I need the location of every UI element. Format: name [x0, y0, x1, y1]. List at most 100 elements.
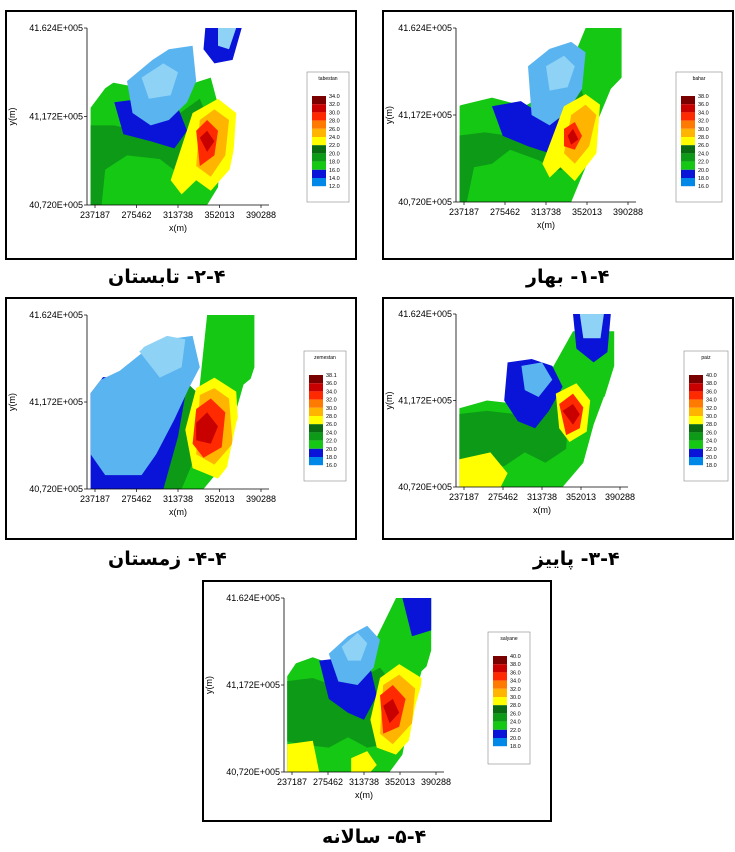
x-tick-label: 237187	[449, 207, 479, 217]
legend-value: 16.0	[329, 168, 340, 174]
legend-swatch	[309, 399, 323, 408]
map-panel-paiz: 41.624E+005 41,172E+005 40,720E+005 237187 2…	[382, 297, 734, 540]
y-tick-label: 41.624E+005	[398, 23, 452, 33]
legend-swatch	[493, 672, 507, 681]
map-caption-paiz: ۳-۴- پاییز	[533, 548, 620, 570]
legend-value: 28.0	[698, 135, 709, 141]
legend-swatch	[493, 697, 507, 706]
contour-band	[546, 55, 575, 91]
map-panel-bahar: 41.624E+005 41,172E+005 40,720E+005 237187 2…	[382, 10, 734, 260]
contour-band	[562, 404, 580, 425]
legend-value: 24.0	[706, 439, 717, 445]
legend-value: 34.0	[698, 110, 709, 116]
legend-swatch	[309, 457, 323, 466]
legend-swatch	[309, 383, 323, 392]
contour-band	[341, 632, 368, 661]
y-tick-label: 41,172E+005	[29, 397, 83, 407]
legend-swatch	[689, 416, 703, 425]
y-tick-label: 40,720E+005	[398, 482, 452, 492]
legend-swatch	[309, 440, 323, 449]
y-axis-label: y(m)	[384, 106, 394, 124]
legend-value: 30.0	[698, 127, 709, 133]
y-tick-label: 40,720E+005	[29, 484, 83, 494]
legend-value: 38.0	[510, 662, 521, 668]
legend-swatch	[312, 145, 326, 154]
x-tick-label: 390288	[605, 492, 635, 502]
x-tick-label: 275462	[313, 777, 343, 787]
contour-band	[383, 698, 400, 724]
legend-swatch	[312, 161, 326, 170]
x-tick-label: 237187	[449, 492, 479, 502]
legend-value: 36.0	[698, 102, 709, 108]
legend-value: 18.0	[326, 455, 337, 461]
legend-value: 16.0	[326, 463, 337, 469]
contour-band	[138, 335, 186, 378]
legend-swatch	[681, 178, 695, 187]
legend-swatch	[309, 375, 323, 384]
x-tick-label: 313738	[163, 494, 193, 504]
x-tick-label: 275462	[488, 492, 518, 502]
legend-value: 22.0	[510, 728, 521, 734]
x-axis-label: x(m)	[169, 223, 187, 233]
legend-swatch	[689, 383, 703, 392]
legend-value: 28.0	[326, 414, 337, 420]
legend-swatch	[689, 448, 703, 457]
legend-swatch	[681, 120, 695, 129]
y-axis-label: y(m)	[7, 393, 17, 411]
legend-swatch	[689, 432, 703, 441]
legend-value: 20.0	[706, 455, 717, 461]
y-tick-label: 41.624E+005	[29, 23, 83, 33]
map-caption-tabestan: ۲-۴- تابستان	[108, 266, 226, 288]
legend-value: 24.0	[510, 720, 521, 726]
legend-swatch	[312, 104, 326, 113]
legend-swatch	[309, 391, 323, 400]
legend-value: 12.0	[329, 184, 340, 190]
legend-title: paiz	[701, 355, 711, 361]
legend-value: 38.0	[706, 381, 717, 387]
map-surface	[459, 28, 622, 202]
x-tick-label: 390288	[613, 207, 643, 217]
legend-swatch	[689, 457, 703, 466]
legend-swatch	[493, 729, 507, 738]
legend-value: 32.0	[698, 119, 709, 125]
legend-value: 20.0	[326, 447, 337, 453]
legend-value: 30.0	[329, 110, 340, 116]
x-tick-label: 390288	[246, 494, 276, 504]
y-tick-label: 41,172E+005	[29, 112, 83, 122]
legend-value: 26.0	[706, 430, 717, 436]
legend-value: 26.0	[698, 143, 709, 149]
map-caption-zemestan: ۴-۴- زمستان	[108, 548, 227, 570]
x-tick-label: 237187	[80, 494, 110, 504]
legend-swatch	[312, 96, 326, 105]
legend-value: 26.0	[329, 127, 340, 133]
x-tick-label: 352013	[204, 210, 234, 220]
legend-swatch	[493, 664, 507, 673]
legend-swatch	[312, 120, 326, 129]
legend-value: 20.0	[329, 151, 340, 157]
contour-band	[196, 412, 218, 444]
legend-value: 28.0	[329, 119, 340, 125]
legend-value: 22.0	[329, 143, 340, 149]
legend-swatch	[681, 112, 695, 121]
legend-title: salyane	[500, 636, 517, 642]
legend-value: 16.0	[698, 184, 709, 190]
legend-value: 28.0	[510, 703, 521, 709]
legend-value: 14.0	[329, 176, 340, 182]
legend-value: 36.0	[706, 389, 717, 395]
legend-value: 22.0	[706, 447, 717, 453]
contour-band	[218, 28, 237, 50]
x-tick-label: 313738	[163, 210, 193, 220]
legend-value: 18.0	[706, 463, 717, 469]
x-tick-label: 275462	[490, 207, 520, 217]
legend-value: 32.0	[706, 406, 717, 412]
legend-swatch	[312, 112, 326, 121]
legend-swatch	[689, 375, 703, 384]
legend-value: 30.0	[326, 406, 337, 412]
contour-band	[521, 362, 553, 397]
y-tick-label: 41.624E+005	[226, 593, 280, 603]
x-tick-label: 275462	[121, 494, 151, 504]
legend-swatch	[493, 713, 507, 722]
